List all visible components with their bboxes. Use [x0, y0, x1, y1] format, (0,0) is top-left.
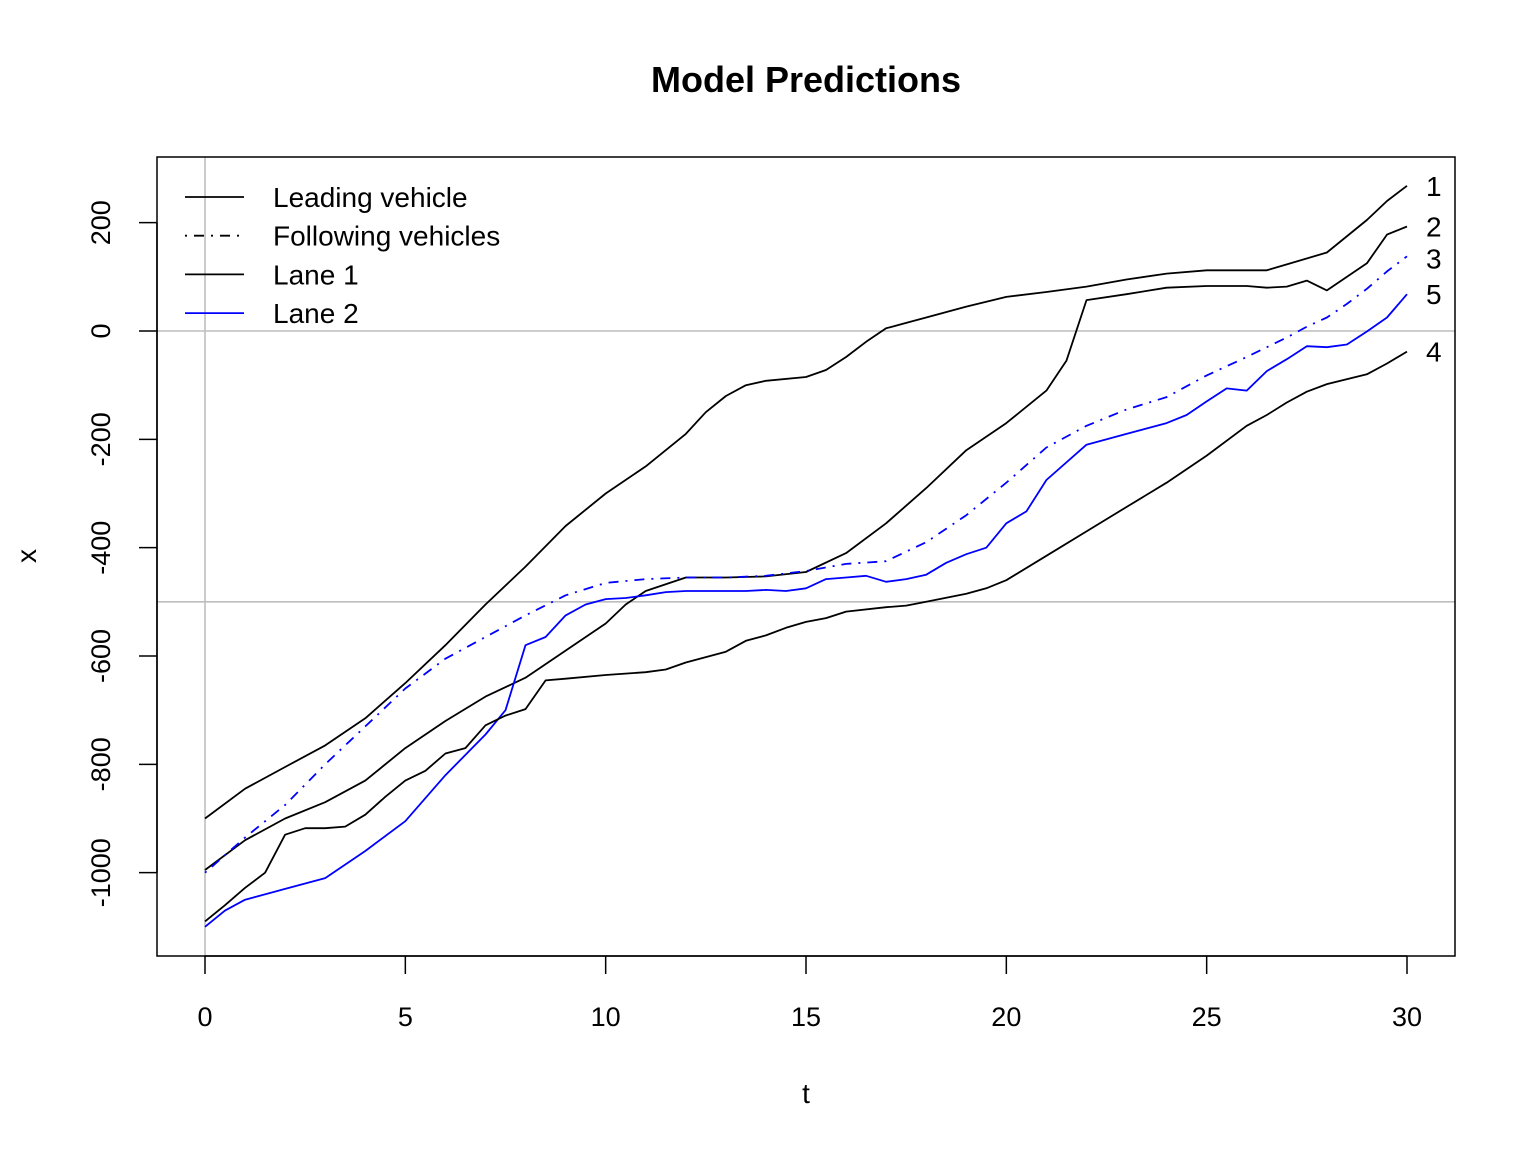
x-axis-label: t: [802, 1078, 810, 1109]
x-tick-label: 15: [791, 1002, 821, 1032]
series-line-2: [204, 225, 1408, 871]
legend: Leading vehicle Following vehicles Lane 1 L…: [185, 182, 500, 329]
legend-label: Leading vehicle: [273, 182, 468, 213]
series-line-4: [204, 350, 1408, 923]
series-end-label: 3: [1426, 244, 1442, 275]
x-axis: 0 5 10 15 20 25 30: [197, 955, 1422, 1032]
y-tick-label: -400: [86, 521, 116, 575]
y-tick-label: -600: [86, 629, 116, 683]
x-tick-label: 0: [197, 1002, 212, 1032]
series-end-label: 4: [1426, 337, 1442, 368]
y-tick-label: -800: [86, 737, 116, 791]
legend-label: Lane 1: [273, 259, 359, 290]
x-tick-label: 10: [591, 1002, 621, 1032]
series-end-label: 5: [1426, 279, 1442, 310]
series-end-labels: 1 23 5 4: [1426, 171, 1442, 368]
x-tick-label: 20: [991, 1002, 1021, 1032]
y-tick-label: 0: [86, 323, 116, 338]
series-end-label: 2: [1426, 212, 1442, 243]
x-tick-label: 25: [1192, 1002, 1222, 1032]
series-line-5: [204, 293, 1408, 928]
reference-lines: [157, 157, 1455, 956]
legend-label: Lane 2: [273, 298, 359, 329]
chart-title: Model Predictions: [651, 59, 961, 100]
series-line-3: [204, 255, 1408, 874]
series-line-1: [204, 185, 1408, 820]
legend-label: Following vehicles: [273, 221, 500, 252]
y-tick-label: -1000: [86, 838, 116, 907]
y-axis: -1000 -800 -600 -400 -200 0 200: [86, 200, 158, 907]
x-tick-label: 5: [398, 1002, 413, 1032]
series-end-label: 1: [1426, 171, 1442, 202]
y-axis-label: x: [11, 549, 42, 563]
y-tick-label: 200: [86, 200, 116, 245]
x-tick-label: 30: [1392, 1002, 1422, 1032]
y-tick-label: -200: [86, 412, 116, 466]
series-group: [204, 185, 1408, 928]
